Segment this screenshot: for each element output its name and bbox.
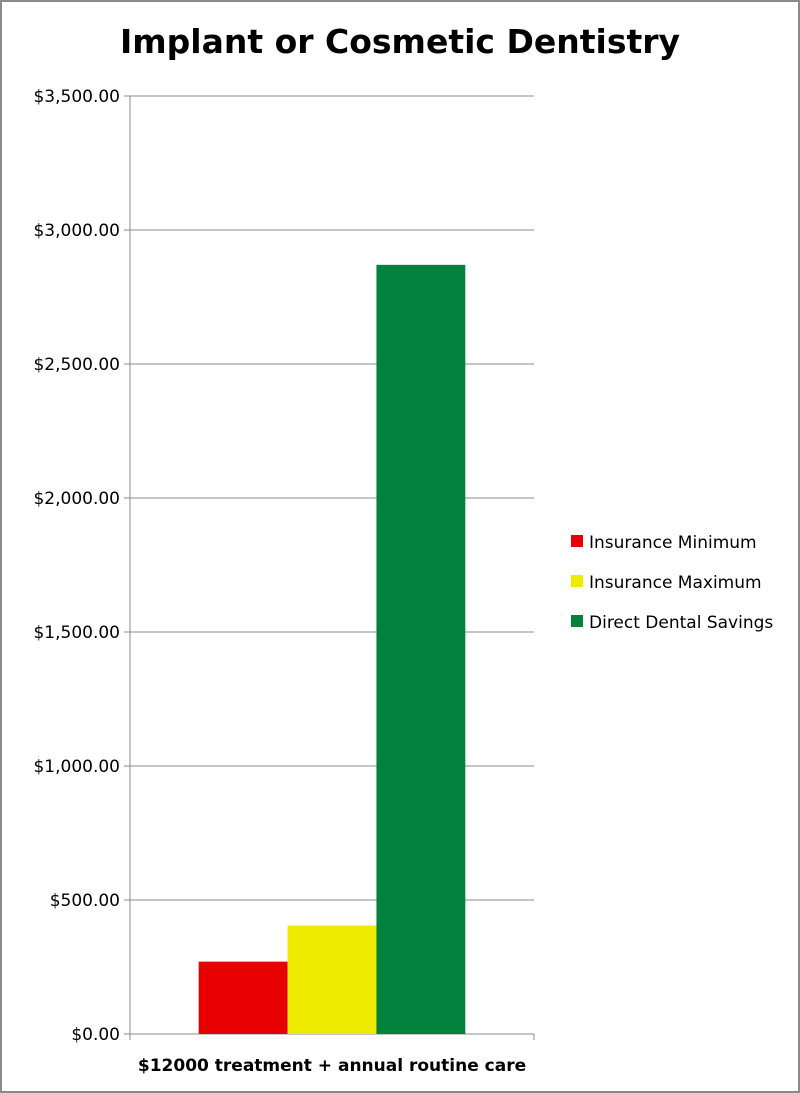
bar-insurance-maximum: [287, 925, 377, 1034]
y-tick-label: $2,000.00: [33, 489, 120, 509]
legend-swatch: [571, 535, 583, 547]
y-tick-label: $3,000.00: [33, 221, 120, 241]
y-tick-label: $1,500.00: [33, 623, 120, 643]
x-category-label: $12000 treatment + annual routine care: [138, 1056, 526, 1076]
legend-label: Insurance Maximum: [589, 573, 762, 593]
y-tick-label: $0.00: [71, 1025, 120, 1045]
bar-direct-dental-savings: [376, 264, 466, 1035]
legend-swatch: [571, 575, 583, 587]
legend-swatch: [571, 615, 583, 627]
y-tick-label: $2,500.00: [33, 355, 120, 375]
y-tick-label: $3,500.00: [33, 87, 120, 107]
legend-label: Insurance Minimum: [589, 533, 757, 553]
y-tick-label: $500.00: [50, 891, 120, 911]
legend-label: Direct Dental Savings: [589, 613, 773, 633]
y-tick-label: $1,000.00: [33, 757, 120, 777]
chart-title: Implant or Cosmetic Dentistry: [119, 22, 681, 61]
bar-insurance-minimum: [198, 961, 288, 1034]
